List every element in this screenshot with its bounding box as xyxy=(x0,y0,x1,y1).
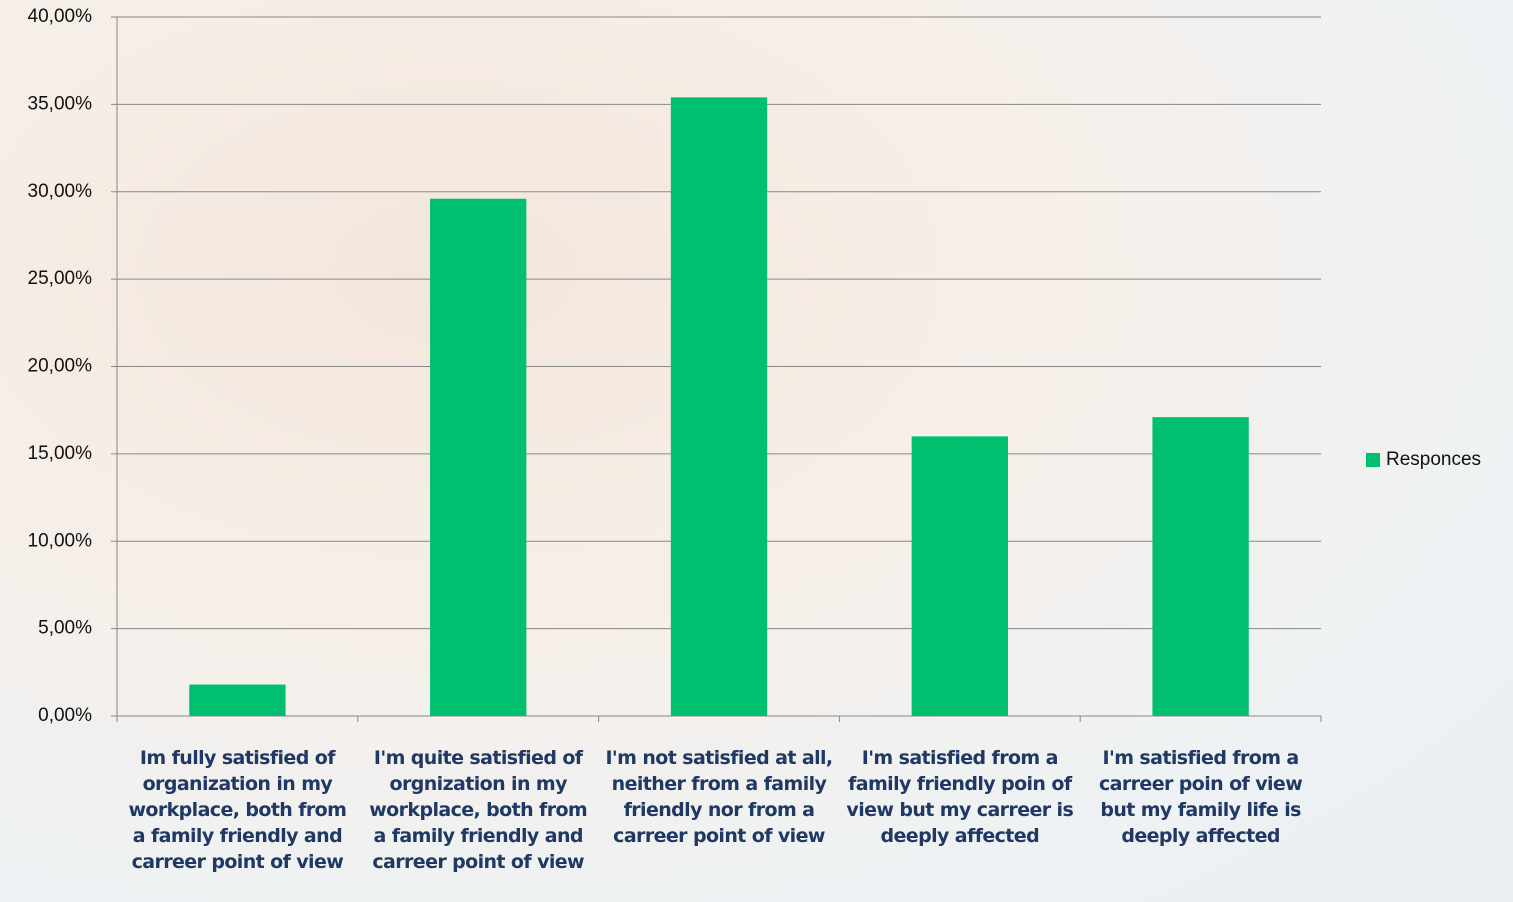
x-tick-label: Im fully satisfied of organization in my… xyxy=(119,745,355,875)
y-tick-label: 10,00% xyxy=(28,530,93,551)
y-tick-label: 35,00% xyxy=(28,93,93,114)
bar xyxy=(912,436,1008,716)
bar xyxy=(189,685,285,716)
legend-label: Responces xyxy=(1386,449,1481,470)
y-tick-label: 20,00% xyxy=(28,356,93,377)
chart-page: 0,00% 5,00% 10,00% 15,00% 20,00% 25,00% 30,00%… xyxy=(0,0,1513,902)
bar xyxy=(1152,417,1248,716)
y-tick-label: 15,00% xyxy=(28,443,93,464)
bar xyxy=(430,199,526,716)
y-tick-label: 25,00% xyxy=(28,268,93,289)
y-tick-label: 40,00% xyxy=(28,6,93,27)
x-tick-label: I'm satisfied from a carreer poin of vie… xyxy=(1083,745,1319,849)
x-tick-label: I'm not satisfied at all, neither from a… xyxy=(601,745,837,849)
legend-swatch xyxy=(1366,453,1380,467)
x-tick-label: I'm satisfied from a family friendly poi… xyxy=(842,745,1078,849)
y-tick-label: 30,00% xyxy=(28,181,93,202)
bar xyxy=(671,97,767,716)
x-tick-label: I'm quite satisfied of orgnization in my… xyxy=(360,745,596,875)
y-tick-label: 0,00% xyxy=(38,705,92,726)
y-tick-label: 5,00% xyxy=(38,618,92,639)
